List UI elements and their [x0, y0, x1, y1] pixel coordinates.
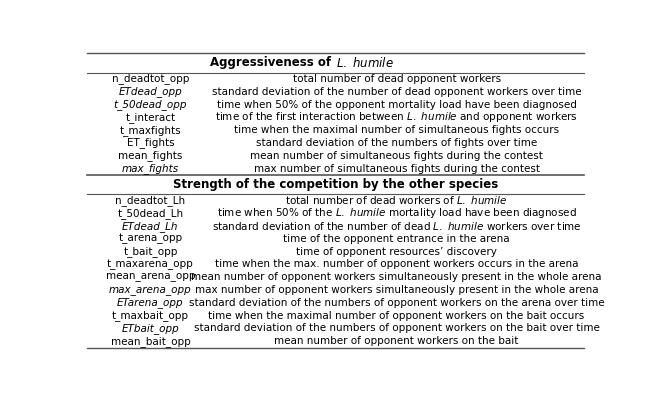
Text: max number of simultaneous fights during the contest: max number of simultaneous fights during…: [253, 164, 540, 173]
Text: max_fights: max_fights: [122, 163, 179, 174]
Text: mean number of opponent workers simultaneously present in the whole arena: mean number of opponent workers simultan…: [191, 272, 602, 282]
Text: ET_fights: ET_fights: [126, 138, 174, 149]
Text: time when 50% of the opponent mortality load have been diagnosed: time when 50% of the opponent mortality …: [217, 100, 576, 110]
Text: mean number of opponent workers on the bait: mean number of opponent workers on the b…: [274, 336, 519, 346]
Text: time of the opponent entrance in the arena: time of the opponent entrance in the are…: [284, 234, 510, 244]
Text: t_maxarena_opp: t_maxarena_opp: [107, 259, 194, 269]
Text: standard deviation of the numbers of fights over time: standard deviation of the numbers of fig…: [256, 138, 537, 148]
Text: t_interact: t_interact: [125, 112, 176, 123]
Text: t_bait_opp: t_bait_opp: [123, 246, 178, 257]
Text: Strength of the competition by the other species: Strength of the competition by the other…: [173, 178, 498, 191]
Text: time when the max. number of opponent workers occurs in the arena: time when the max. number of opponent wo…: [215, 260, 578, 269]
Text: standard deviation of the numbers of opponent workers on the arena over time: standard deviation of the numbers of opp…: [189, 298, 605, 308]
Text: mean number of simultaneous fights during the contest: mean number of simultaneous fights durin…: [250, 151, 543, 161]
Text: total number of dead workers of $\it{L.}$ $\it{humile}$: total number of dead workers of $\it{L.}…: [286, 195, 508, 206]
Text: time when 50% of the $\it{L.}$ $\it{humile}$ mortality load have been diagnosed: time when 50% of the $\it{L.}$ $\it{humi…: [217, 206, 576, 220]
Text: standard deviation of the number of dead opponent workers over time: standard deviation of the number of dead…: [212, 87, 582, 97]
Text: t_maxbait_opp: t_maxbait_opp: [112, 310, 189, 321]
Text: max number of opponent workers simultaneously present in the whole arena: max number of opponent workers simultane…: [195, 285, 599, 295]
Text: ETdead_Lh: ETdead_Lh: [122, 221, 179, 232]
Text: Aggressiveness of: Aggressiveness of: [210, 56, 335, 69]
Text: time of the first interaction between $\it{L.}$ $\it{humile}$ and opponent worke: time of the first interaction between $\…: [215, 110, 578, 125]
Text: ETbait_opp: ETbait_opp: [122, 323, 179, 334]
Text: time when the maximal number of simultaneous fights occurs: time when the maximal number of simultan…: [234, 125, 559, 135]
Text: t_maxfights: t_maxfights: [120, 125, 181, 136]
Text: mean_bait_opp: mean_bait_opp: [111, 336, 191, 347]
Text: ETdead_opp: ETdead_opp: [119, 86, 182, 97]
Text: t_arena_opp: t_arena_opp: [119, 234, 183, 244]
Text: total number of dead opponent workers: total number of dead opponent workers: [293, 74, 500, 84]
Text: $\bf{\it{L.\ humile}}$: $\bf{\it{L.\ humile}}$: [335, 56, 394, 70]
Text: max_arena_opp: max_arena_opp: [109, 285, 192, 295]
Text: n_deadtot_opp: n_deadtot_opp: [112, 74, 189, 84]
Text: time of opponent resources’ discovery: time of opponent resources’ discovery: [296, 247, 497, 256]
Text: t_50dead_opp: t_50dead_opp: [114, 99, 187, 110]
Text: n_deadtot_Lh: n_deadtot_Lh: [115, 195, 185, 206]
Text: ETarena_opp: ETarena_opp: [117, 297, 183, 308]
Text: time when the maximal number of opponent workers on the bait occurs: time when the maximal number of opponent…: [208, 310, 585, 321]
Text: mean_arena_opp: mean_arena_opp: [105, 272, 195, 282]
Text: standard deviation of the numbers of opponent workers on the bait over time: standard deviation of the numbers of opp…: [194, 323, 599, 333]
Text: standard deviation of the number of dead $\it{L.}$ $\it{humile}$ workers over ti: standard deviation of the number of dead…: [212, 220, 582, 232]
Text: t_50dead_Lh: t_50dead_Lh: [117, 208, 183, 219]
Text: mean_fights: mean_fights: [118, 150, 183, 161]
